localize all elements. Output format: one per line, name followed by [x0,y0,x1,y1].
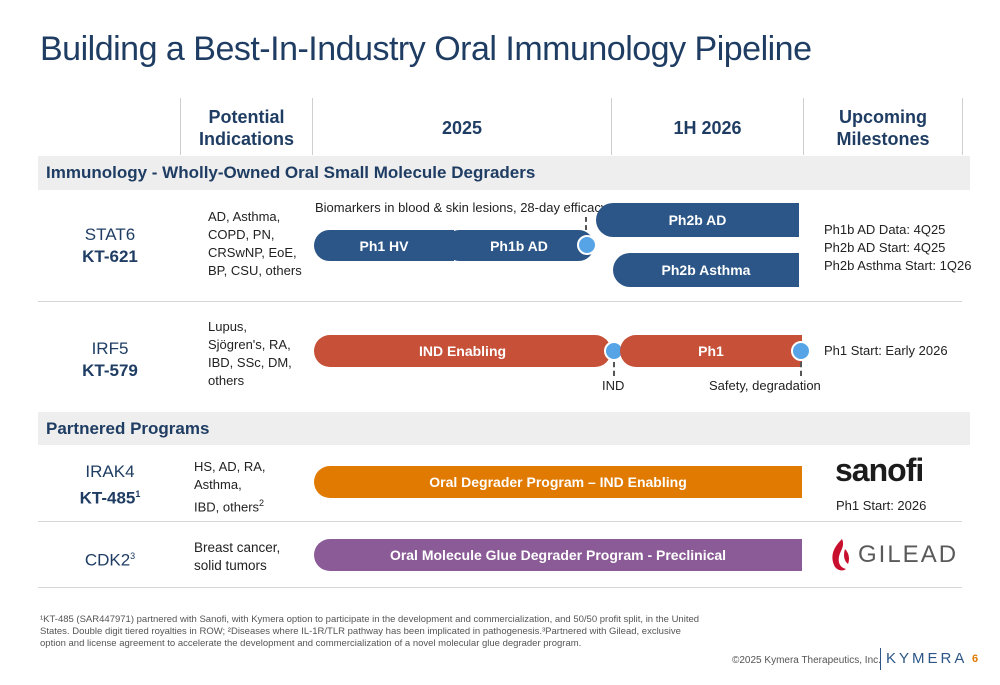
bar-ph1: Ph1 [620,335,802,367]
gilead-logo-text: GILEAD [858,541,959,568]
sanofi-logo-text: sanofi [835,452,924,488]
milestone-line: Ph2b AD Start: 4Q25 [824,240,946,255]
bar-ph1b-ad: Ph1b AD [444,230,594,261]
bar-ind-enabling: IND Enabling [314,335,611,367]
indication-line: CRSwNP, EoE, [208,245,297,260]
milestones-irak4: Ph1 Start: 2026 [836,498,927,513]
bar-ph2b-asthma: Ph2b Asthma [613,253,799,287]
bar-ph1-hv: Ph1 HV [314,230,454,261]
indication-line: AD, Asthma, [208,209,281,224]
indications-irf5: Lupus, Sjögren's, RA, IBD, SSc, DM, othe… [208,318,313,390]
sanofi-logo: sanofi [835,452,924,488]
page-title: Building a Best-In-Industry Oral Immunol… [40,30,812,68]
annotation-dash [585,217,587,230]
program-target: CDK2 [84,550,131,570]
kymera-logo: KYMERA [886,650,968,667]
milestone-line: Ph1 Start: Early 2026 [824,343,948,358]
label-safety: Safety, degradation [709,378,821,393]
milestone-dash [613,362,615,376]
header-divider [611,98,612,155]
program-cdk2: CDK23 [40,545,180,572]
program-target: IRAK4 [85,462,135,481]
header-divider [962,98,963,155]
indication-line: HS, AD, RA, [194,459,266,474]
program-code: KT-621 [82,247,138,266]
indication-line: Sjögren's, RA, [208,337,291,352]
program-irak4: IRAK4 KT-4851 [40,461,180,510]
row-divider [38,587,962,588]
header-milestones: Upcoming Milestones [804,100,962,155]
program-code: KT-485 [79,488,136,508]
milestone-line: Ph2b Asthma Start: 1Q26 [824,258,972,273]
indication-line: Lupus, [208,319,248,334]
indication-line: others [208,373,245,388]
section-partnered: Partnered Programs [38,412,970,445]
indication-line: IBD, others [194,499,260,515]
stat6-annotation: Biomarkers in blood & skin lesions, 28-d… [315,200,608,215]
footnote: ¹KT-485 (SAR447971) partnered with Sanof… [40,614,700,649]
indication-line: Breast cancer, [194,540,281,555]
header-divider [180,98,181,155]
indication-line: BP, CSU, others [208,263,302,278]
program-target: IRF5 [91,339,129,358]
header-milestones-line1: Upcoming [839,106,927,127]
header-indications: Potential Indications [181,100,312,155]
gilead-logo: GILEAD [828,537,958,573]
indication-line: Asthma, [194,477,242,492]
header-1h2026: 1H 2026 [673,117,742,138]
copyright: ©2025 Kymera Therapeutics, Inc. [732,655,881,666]
bar-cdk2-program: Oral Molecule Glue Degrader Program - Pr… [314,539,802,571]
indications-irak4: HS, AD, RA, Asthma, IBD, others2 [194,458,309,516]
footnote-ref: 2 [259,498,265,508]
page-number: 6 [972,653,979,665]
milestone-dot [577,235,597,255]
milestones-stat6: Ph1b AD Data: 4Q25 Ph2b AD Start: 4Q25 P… [824,221,974,275]
header-divider [803,98,804,155]
indication-line: COPD, PN, [208,227,275,242]
program-target: STAT6 [84,225,136,244]
brand-divider [880,648,881,670]
header-milestones-line2: Milestones [836,128,930,149]
section-immunology: Immunology - Wholly-Owned Oral Small Mol… [38,156,970,190]
footnote-ref: 3 [130,551,136,561]
bar-ph2b-ad: Ph2b AD [596,203,799,237]
header-divider [312,98,313,155]
footnote-ref: 1 [135,489,141,499]
indication-line: IBD, SSc, DM, [208,355,292,370]
milestone-dash [800,362,802,376]
milestones-irf5: Ph1 Start: Early 2026 [824,342,948,360]
bar-irak4-program: Oral Degrader Program – IND Enabling [314,466,802,498]
indications-cdk2: Breast cancer, solid tumors [194,539,309,575]
program-code: KT-579 [82,361,138,380]
row-divider [38,521,962,522]
header-indications-line2: Indications [198,128,294,149]
header-indications-line1: Potential [208,106,285,127]
header-2025: 2025 [441,117,483,138]
indication-line: solid tumors [194,558,267,573]
label-ind: IND [602,378,625,393]
program-irf5: IRF5 KT-579 [40,338,180,382]
milestone-dot [791,341,811,361]
program-stat6: STAT6 KT-621 [40,224,180,268]
indications-stat6: AD, Asthma, COPD, PN, CRSwNP, EoE, BP, C… [208,208,313,280]
milestone-line: Ph1b AD Data: 4Q25 [824,222,946,237]
gilead-flame-icon [832,539,849,571]
row-divider [38,301,962,302]
